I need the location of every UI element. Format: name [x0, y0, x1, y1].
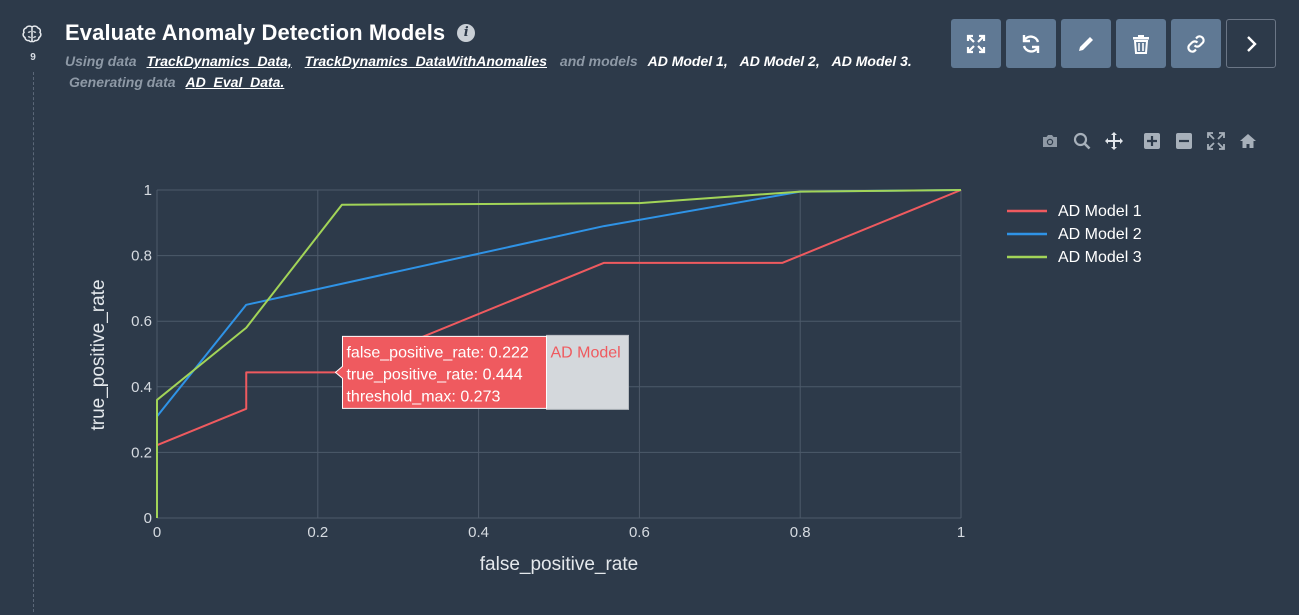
autoscale-button[interactable] — [1204, 130, 1228, 152]
edit-button[interactable] — [1061, 19, 1111, 68]
link-button[interactable] — [1171, 19, 1221, 68]
using-prefix: Using data — [65, 53, 137, 69]
x-tick-label: 0.2 — [307, 524, 328, 541]
hover-box — [334, 335, 547, 409]
x-tick-label: 0.6 — [629, 524, 650, 541]
model-name: AD Model 1, — [647, 53, 728, 69]
legend-label[interactable]: AD Model 2 — [1058, 226, 1142, 243]
autoscale-icon — [1207, 132, 1225, 150]
tick-labels: 0 0.2 0.4 0.6 0.8 1 0 0.2 0.4 0.6 0.8 1 — [131, 182, 965, 541]
expand-icon — [966, 34, 986, 53]
zoom-in-icon — [1144, 133, 1160, 149]
y-tick-label: 0.4 — [131, 379, 152, 396]
next-button[interactable] — [1226, 19, 1276, 68]
link-icon — [1187, 34, 1205, 53]
x-tick-label: 1 — [957, 524, 965, 541]
pencil-icon — [1079, 36, 1093, 51]
delete-button[interactable] — [1116, 19, 1166, 68]
output-link[interactable]: AD_Eval_Data. — [185, 74, 285, 90]
zoom-in-button[interactable] — [1140, 130, 1164, 152]
series-line[interactable] — [156, 189, 962, 518]
chevron-right-icon — [1247, 35, 1257, 52]
x-tick-label: 0.4 — [468, 524, 489, 541]
y-tick-label: 0.2 — [131, 444, 152, 461]
hover-line: true_positive_rate: 0.444 — [346, 366, 522, 383]
dataset-link[interactable]: TrackDynamics_Data, — [146, 53, 292, 69]
gutter-divider — [33, 72, 34, 612]
y-axis-title: true_positive_rate — [88, 279, 109, 430]
cell-gutter: 9 — [0, 0, 60, 615]
hover-tooltip: false_positive_rate: 0.222 true_positive_… — [334, 334, 629, 410]
expand-button[interactable] — [951, 19, 1001, 68]
y-tick-label: 1 — [144, 182, 152, 199]
models-prefix: and models — [559, 53, 638, 69]
pan-icon — [1105, 132, 1123, 150]
y-tick-label: 0 — [144, 510, 152, 527]
legend-label[interactable]: AD Model 1 — [1058, 203, 1142, 220]
cell-description: Using data TrackDynamics_Data, TrackDyna… — [65, 51, 945, 93]
hover-line: threshold_max: 0.273 — [346, 388, 500, 405]
generating-prefix: Generating data — [69, 74, 176, 90]
legend-label[interactable]: AD Model 3 — [1058, 249, 1142, 266]
y-tick-label: 0.6 — [131, 313, 152, 330]
series-lines — [156, 189, 962, 518]
refresh-button[interactable] — [1006, 19, 1056, 68]
x-tick-label: 0.8 — [790, 524, 811, 541]
camera-icon — [1043, 135, 1057, 147]
zoom-out-icon — [1176, 133, 1192, 149]
x-axis-title: false_positive_rate — [480, 554, 638, 575]
home-icon — [1240, 134, 1256, 148]
zoom-icon — [1073, 132, 1091, 150]
brain-icon — [22, 25, 42, 43]
info-icon[interactable]: i — [457, 24, 476, 42]
step-number: 9 — [30, 52, 36, 63]
cell-toolbar — [951, 19, 1281, 68]
zoom-button[interactable] — [1070, 130, 1094, 152]
plot-modebar — [1038, 130, 1268, 152]
page-title: Evaluate Anomaly Detection Models — [65, 20, 446, 45]
download-plot-button[interactable] — [1038, 130, 1062, 152]
series-line[interactable] — [156, 189, 962, 518]
reset-axes-button[interactable] — [1236, 130, 1260, 152]
hover-series-name: AD Model — [550, 344, 620, 361]
model-name: AD Model 2, — [739, 53, 820, 69]
legend: AD Model 1 AD Model 2 AD Model 3 — [1007, 203, 1142, 266]
dataset-link[interactable]: TrackDynamics_DataWithAnomalies — [304, 53, 548, 69]
refresh-icon — [1022, 34, 1040, 53]
title-row: Evaluate Anomaly Detection Models i — [65, 20, 476, 46]
hover-line: false_positive_rate: 0.222 — [346, 344, 528, 361]
zoom-out-button[interactable] — [1172, 130, 1196, 152]
pan-button[interactable] — [1102, 130, 1126, 152]
trash-icon — [1133, 34, 1149, 54]
x-tick-label: 0 — [153, 524, 161, 541]
grid-lines — [156, 189, 962, 519]
model-name: AD Model 3. — [831, 53, 912, 69]
y-tick-label: 0.8 — [131, 248, 152, 265]
